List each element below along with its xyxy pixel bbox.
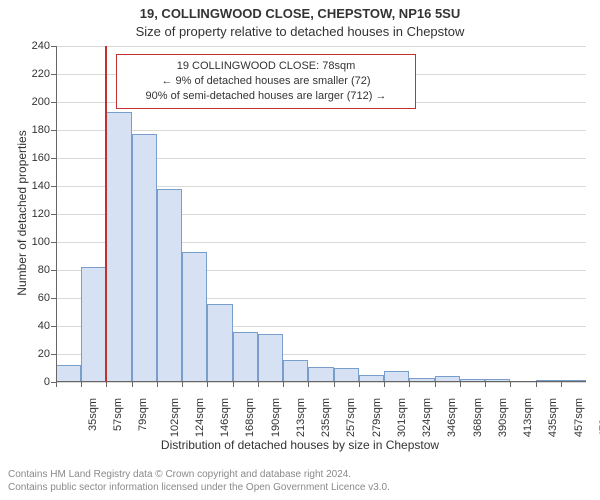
histogram-bar xyxy=(233,332,258,382)
x-tick-label: 368sqm xyxy=(472,398,484,437)
histogram-bar xyxy=(283,360,308,382)
y-tick-label: 240 xyxy=(20,40,50,52)
x-tick-label: 279sqm xyxy=(371,398,383,437)
y-tick-label: 120 xyxy=(20,208,50,220)
y-tick-mark xyxy=(51,46,56,47)
x-tick-mark xyxy=(334,382,335,387)
x-tick-mark xyxy=(157,382,158,387)
y-tick-mark xyxy=(51,270,56,271)
x-tick-mark xyxy=(56,382,57,387)
x-tick-label: 235sqm xyxy=(320,398,332,437)
page-subtitle: Size of property relative to detached ho… xyxy=(0,24,600,39)
y-tick-mark xyxy=(51,186,56,187)
x-tick-label: 146sqm xyxy=(219,398,231,437)
histogram-bar xyxy=(56,365,81,382)
histogram-bar xyxy=(334,368,359,382)
histogram-bar xyxy=(81,267,106,382)
histogram-bar xyxy=(308,367,333,382)
y-tick-mark xyxy=(51,74,56,75)
x-tick-label: 102sqm xyxy=(169,398,181,437)
y-tick-mark xyxy=(51,130,56,131)
x-tick-mark xyxy=(81,382,82,387)
x-tick-mark xyxy=(561,382,562,387)
y-tick-label: 60 xyxy=(20,292,50,304)
x-tick-mark xyxy=(485,382,486,387)
x-tick-label: 435sqm xyxy=(547,398,559,437)
x-tick-mark xyxy=(207,382,208,387)
x-tick-label: 390sqm xyxy=(497,398,509,437)
y-tick-label: 160 xyxy=(20,152,50,164)
y-tick-label: 220 xyxy=(20,68,50,80)
y-tick-mark xyxy=(51,102,56,103)
y-tick-mark xyxy=(51,298,56,299)
annotation-line-2: ← 9% of detached houses are smaller (72) xyxy=(123,74,409,89)
x-tick-label: 35sqm xyxy=(87,398,99,431)
footer-line-1: Contains HM Land Registry data © Crown c… xyxy=(8,468,390,481)
x-tick-label: 324sqm xyxy=(421,398,433,437)
page-title-address: 19, COLLINGWOOD CLOSE, CHEPSTOW, NP16 5S… xyxy=(0,6,600,21)
annotation-line-1: 19 COLLINGWOOD CLOSE: 78sqm xyxy=(123,59,409,74)
y-tick-mark xyxy=(51,242,56,243)
x-tick-label: 168sqm xyxy=(245,398,257,437)
x-tick-label: 190sqm xyxy=(270,398,282,437)
x-tick-label: 413sqm xyxy=(522,398,534,437)
x-tick-mark xyxy=(283,382,284,387)
x-tick-mark xyxy=(233,382,234,387)
y-tick-label: 140 xyxy=(20,180,50,192)
y-tick-mark xyxy=(51,354,56,355)
x-tick-label: 213sqm xyxy=(295,398,307,437)
histogram-bar xyxy=(258,334,283,382)
histogram-bar xyxy=(106,112,131,382)
x-tick-mark xyxy=(435,382,436,387)
y-tick-label: 100 xyxy=(20,236,50,248)
footer-attribution: Contains HM Land Registry data © Crown c… xyxy=(8,468,390,494)
footer-line-2: Contains public sector information licen… xyxy=(8,481,390,494)
y-tick-label: 0 xyxy=(20,376,50,388)
x-tick-mark xyxy=(536,382,537,387)
y-tick-label: 180 xyxy=(20,124,50,136)
y-tick-mark xyxy=(51,326,56,327)
y-tick-mark xyxy=(51,158,56,159)
x-tick-label: 79sqm xyxy=(138,398,150,431)
y-axis-line xyxy=(56,46,57,382)
x-tick-mark xyxy=(409,382,410,387)
x-tick-mark xyxy=(258,382,259,387)
gridline-h xyxy=(56,130,586,131)
y-tick-label: 20 xyxy=(20,348,50,360)
x-tick-label: 457sqm xyxy=(573,398,585,437)
x-tick-mark xyxy=(106,382,107,387)
x-tick-mark xyxy=(460,382,461,387)
gridline-h xyxy=(56,46,586,47)
histogram-bar xyxy=(157,189,182,382)
annotation-line-3: 90% of semi-detached houses are larger (… xyxy=(123,89,409,104)
x-tick-mark xyxy=(510,382,511,387)
y-tick-label: 80 xyxy=(20,264,50,276)
x-tick-mark xyxy=(359,382,360,387)
histogram-bar xyxy=(207,304,232,382)
x-tick-label: 124sqm xyxy=(194,398,206,437)
x-axis-line xyxy=(56,381,586,382)
x-tick-label: 57sqm xyxy=(112,398,124,431)
x-tick-mark xyxy=(182,382,183,387)
x-tick-label: 257sqm xyxy=(346,398,358,437)
annotation-box: 19 COLLINGWOOD CLOSE: 78sqm ← 9% of deta… xyxy=(116,54,416,109)
x-tick-label: 346sqm xyxy=(446,398,458,437)
histogram-bar xyxy=(132,134,157,382)
x-tick-mark xyxy=(308,382,309,387)
x-tick-label: 301sqm xyxy=(396,398,408,437)
reference-line xyxy=(105,46,107,382)
y-tick-label: 200 xyxy=(20,96,50,108)
histogram-bar xyxy=(182,252,207,382)
y-tick-mark xyxy=(51,214,56,215)
gridline-h xyxy=(56,382,586,383)
x-tick-mark xyxy=(384,382,385,387)
x-tick-mark xyxy=(132,382,133,387)
x-axis-title: Distribution of detached houses by size … xyxy=(0,438,600,452)
y-tick-label: 40 xyxy=(20,320,50,332)
